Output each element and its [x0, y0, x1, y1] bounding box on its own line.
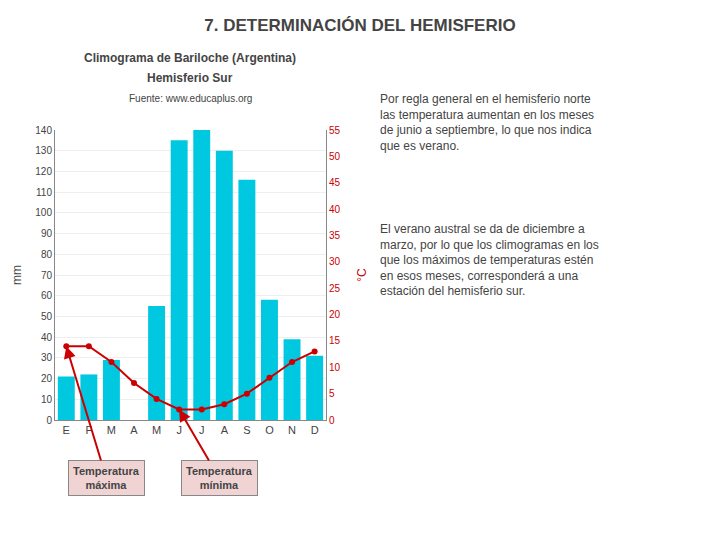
- svg-text:45: 45: [329, 177, 341, 188]
- svg-text:20: 20: [329, 309, 341, 320]
- svg-text:A: A: [130, 424, 138, 436]
- svg-text:mm: mm: [10, 265, 24, 285]
- svg-text:70: 70: [41, 270, 53, 281]
- svg-text:J: J: [199, 424, 205, 436]
- svg-text:Por regla general en el hemisf: Por regla general en el hemisferio norte…: [380, 92, 594, 153]
- svg-text:10: 10: [329, 362, 341, 373]
- svg-text:100: 100: [35, 207, 52, 218]
- svg-text:35: 35: [329, 230, 341, 241]
- svg-text:M: M: [152, 424, 161, 436]
- svg-text:Fuente: www.educaplus.org: Fuente: www.educaplus.org: [129, 93, 252, 104]
- svg-text:10: 10: [41, 394, 53, 405]
- svg-text:F: F: [85, 424, 92, 436]
- svg-text:30: 30: [329, 256, 341, 267]
- svg-text:A: A: [221, 424, 229, 436]
- svg-text:O: O: [265, 424, 274, 436]
- svg-text:0: 0: [329, 415, 335, 426]
- svg-text:55: 55: [329, 125, 341, 136]
- svg-text:140: 140: [35, 125, 52, 136]
- svg-text:80: 80: [41, 249, 53, 260]
- svg-text:E: E: [63, 424, 70, 436]
- svg-text:Temperaturamáxima: Temperaturamáxima: [73, 465, 140, 491]
- svg-text:120: 120: [35, 166, 52, 177]
- svg-text:30: 30: [41, 352, 53, 363]
- svg-text:0: 0: [46, 415, 52, 426]
- svg-text:50: 50: [329, 151, 341, 162]
- svg-text:5: 5: [329, 388, 335, 399]
- svg-text:50: 50: [41, 311, 53, 322]
- svg-text:°C: °C: [355, 268, 369, 282]
- svg-text:D: D: [311, 424, 319, 436]
- svg-text:40: 40: [329, 204, 341, 215]
- svg-text:Temperaturamínima: Temperaturamínima: [186, 465, 253, 491]
- svg-text:Hemisferio Sur: Hemisferio Sur: [147, 71, 233, 85]
- svg-text:130: 130: [35, 145, 52, 156]
- svg-text:25: 25: [329, 283, 341, 294]
- svg-text:Climograma de Bariloche (Argen: Climograma de Bariloche (Argentina): [84, 51, 296, 65]
- svg-text:90: 90: [41, 228, 53, 239]
- svg-text:J: J: [176, 424, 182, 436]
- svg-text:40: 40: [41, 332, 53, 343]
- svg-text:15: 15: [329, 335, 341, 346]
- svg-text:110: 110: [36, 187, 52, 198]
- svg-text:El verano austral se da de dic: El verano austral se da de diciembre ama…: [380, 222, 599, 298]
- svg-text:20: 20: [41, 373, 53, 384]
- svg-text:N: N: [288, 424, 296, 436]
- svg-text:S: S: [243, 424, 250, 436]
- svg-text:60: 60: [41, 290, 53, 301]
- svg-text:M: M: [107, 424, 116, 436]
- svg-text:7. DETERMINACIÓN DEL HEMISFERI: 7. DETERMINACIÓN DEL HEMISFERIO: [204, 16, 515, 35]
